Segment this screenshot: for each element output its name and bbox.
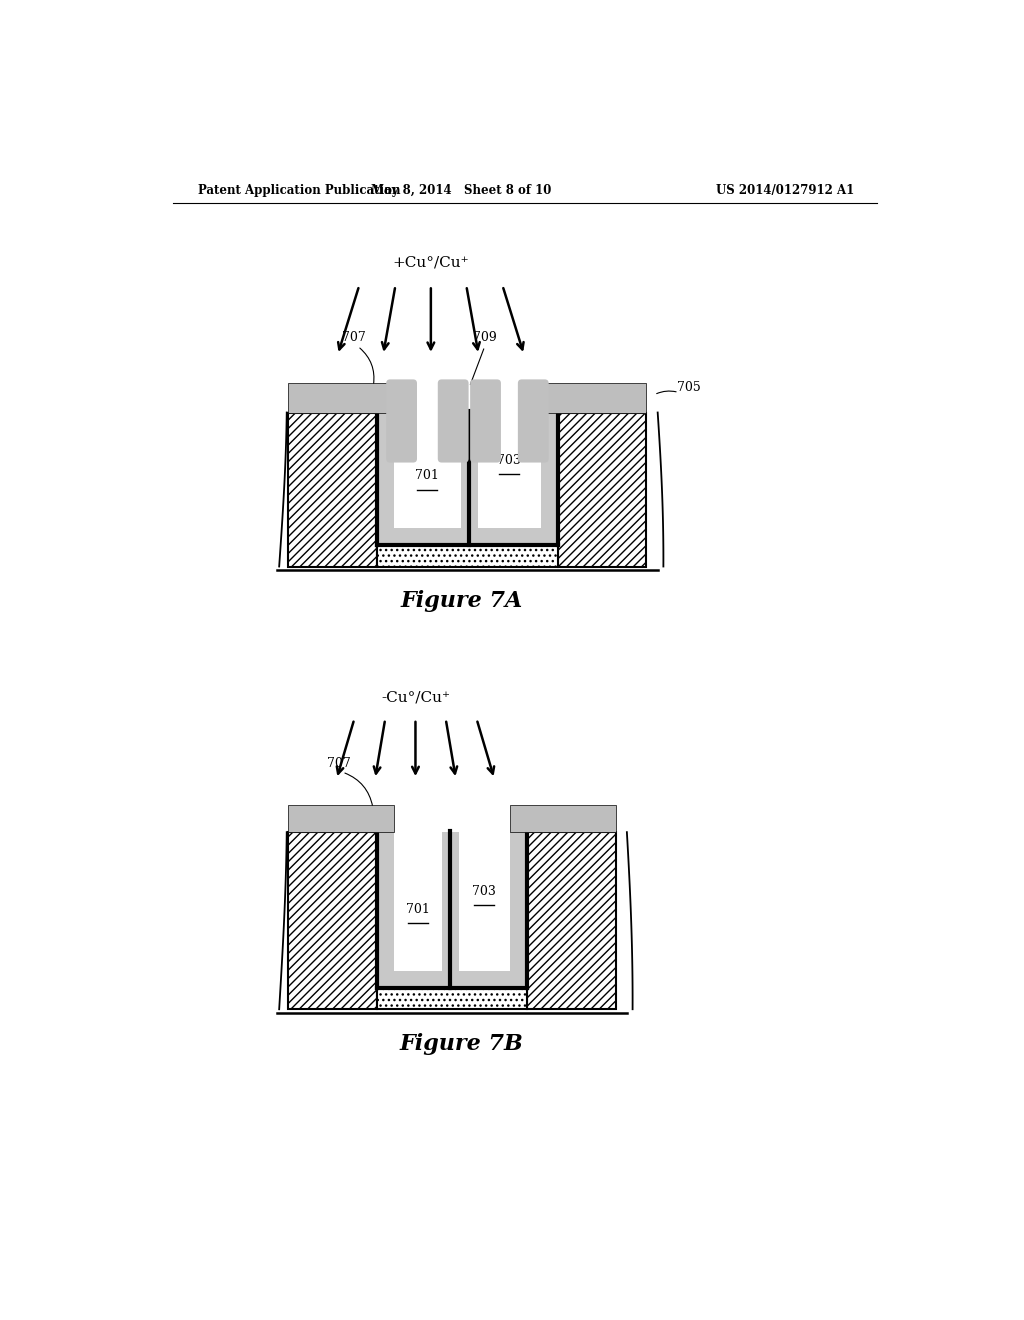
Text: 707: 707 [342,331,366,345]
Text: -Cu°/Cu⁺: -Cu°/Cu⁺ [381,690,450,705]
Bar [289,805,394,832]
Text: 703: 703 [472,884,496,898]
Bar [558,412,646,566]
Bar [377,970,527,987]
Bar [377,987,527,1010]
Bar [289,383,394,412]
Text: 701: 701 [415,470,439,483]
Text: Figure 7B: Figure 7B [399,1032,523,1055]
Bar [541,383,646,412]
Bar [377,528,558,545]
Bar [510,805,615,832]
Bar [461,412,478,545]
Bar [289,412,377,566]
FancyBboxPatch shape [470,379,501,462]
FancyBboxPatch shape [386,379,417,462]
Text: May 8, 2014   Sheet 8 of 10: May 8, 2014 Sheet 8 of 10 [372,185,552,197]
FancyBboxPatch shape [518,379,549,462]
Text: 707: 707 [327,756,350,770]
Text: US 2014/0127912 A1: US 2014/0127912 A1 [716,185,854,197]
Bar [377,545,558,566]
Text: +Cu°/Cu⁺: +Cu°/Cu⁺ [392,255,469,269]
Bar [377,412,394,545]
Text: 701: 701 [406,903,430,916]
Text: 709: 709 [473,331,497,345]
Bar [510,832,527,987]
Bar [289,832,377,1010]
Text: 703: 703 [498,454,521,467]
Bar [541,412,558,545]
Bar [441,832,459,987]
Text: 705: 705 [677,381,701,393]
Text: Patent Application Publication: Patent Application Publication [199,185,400,197]
Bar [527,832,615,1010]
FancyBboxPatch shape [438,379,469,462]
Text: Figure 7A: Figure 7A [400,590,523,612]
Bar [377,832,394,987]
